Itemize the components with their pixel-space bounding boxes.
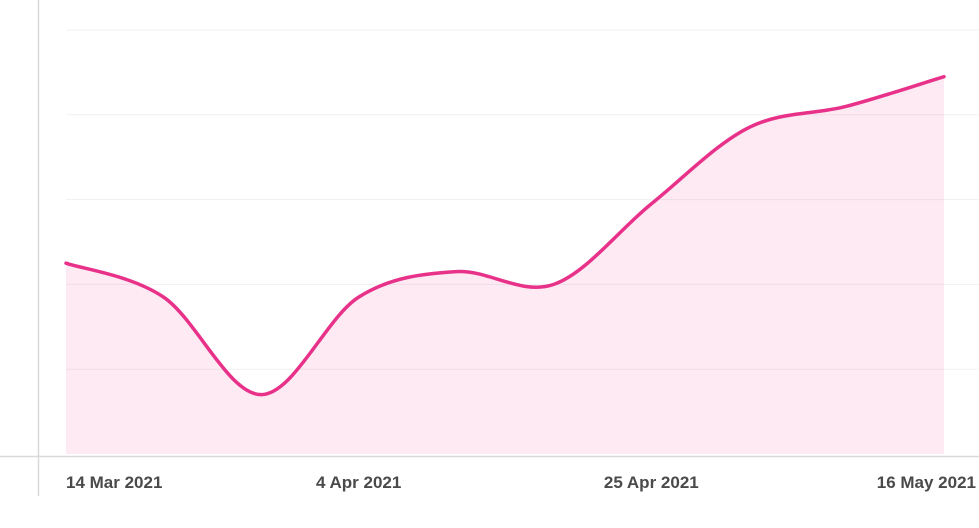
x-tick-label: 4 Apr 2021 [316,473,401,492]
series-layer [64,74,946,454]
series-line [64,74,946,397]
x-tick-labels: 14 Mar 2021 4 Apr 2021 25 Apr 2021 16 May 2… [66,473,976,492]
x-tick-label: 14 Mar 2021 [66,473,162,492]
x-tick-label: 25 Apr 2021 [604,473,699,492]
x-tick-label: 16 May 2021 [877,473,976,492]
series-area [66,76,944,454]
grid-lines [66,29,979,370]
